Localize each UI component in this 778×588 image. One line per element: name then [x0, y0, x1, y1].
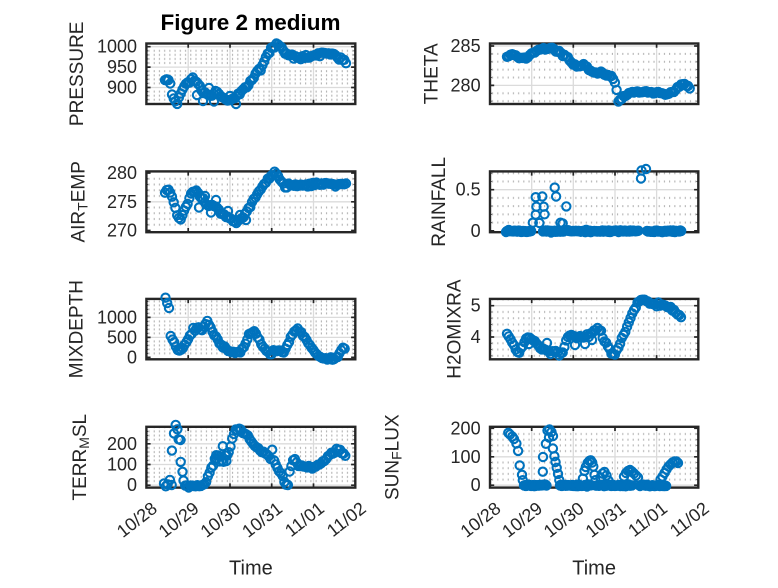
svg-text:200: 200	[451, 418, 481, 438]
svg-text:900: 900	[107, 78, 137, 98]
svg-text:0: 0	[471, 475, 481, 495]
svg-text:500: 500	[107, 327, 137, 347]
svg-text:PRESSURE: PRESSURE	[67, 22, 88, 127]
svg-text:275: 275	[107, 192, 137, 212]
svg-text:Time: Time	[229, 558, 273, 580]
svg-text:280: 280	[451, 75, 481, 95]
svg-text:950: 950	[107, 57, 137, 77]
svg-text:285: 285	[451, 36, 481, 56]
svg-text:SUNF​LUX: SUNF​LUX	[383, 414, 404, 500]
svg-text:Figure 2 medium: Figure 2 medium	[160, 10, 340, 35]
svg-text:AIRT​EMP: AIRT​EMP	[69, 161, 90, 242]
svg-text:270: 270	[107, 221, 137, 241]
svg-text:0: 0	[471, 221, 481, 241]
svg-text:Time: Time	[572, 558, 616, 580]
svg-text:4: 4	[471, 327, 481, 347]
svg-text:0: 0	[127, 475, 137, 495]
svg-text:5: 5	[471, 296, 481, 316]
svg-text:MIXDEPTH: MIXDEPTH	[67, 280, 88, 378]
svg-text:100: 100	[107, 455, 137, 475]
svg-text:RAINFALL: RAINFALL	[429, 157, 450, 247]
svg-text:0: 0	[127, 347, 137, 367]
svg-text:H2OMIXRA: H2OMIXRA	[445, 279, 466, 379]
svg-text:100: 100	[451, 447, 481, 467]
svg-text:200: 200	[107, 434, 137, 454]
svg-text:1000: 1000	[97, 37, 137, 57]
svg-text:280: 280	[107, 163, 137, 183]
svg-text:1000: 1000	[97, 307, 137, 327]
svg-text:0.5: 0.5	[456, 180, 481, 200]
svg-text:THETA: THETA	[421, 43, 442, 104]
svg-text:TERRM​SL: TERRM​SL	[70, 414, 91, 501]
